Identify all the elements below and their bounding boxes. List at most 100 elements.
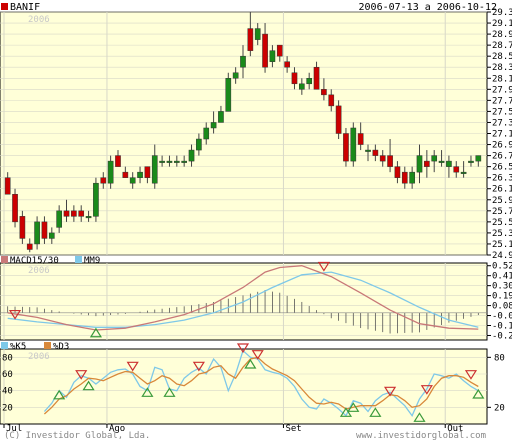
y-tick-label: 25.5 <box>492 218 512 228</box>
candle-down <box>343 134 348 162</box>
candle-up <box>182 161 187 163</box>
candle-up <box>167 161 172 163</box>
candle-down <box>454 167 459 173</box>
price-watermark: 2006 <box>28 15 50 25</box>
y-tick-label: 25.9 <box>492 196 512 206</box>
y-tick-label: 0.41 <box>492 272 512 282</box>
y-tick-label: 0.08 <box>492 302 512 312</box>
d3-legend-swatch <box>44 342 51 349</box>
candle-up <box>432 156 437 162</box>
candle-up <box>410 172 415 183</box>
candle-down <box>123 172 128 178</box>
candle-up <box>351 128 356 161</box>
candle-down <box>292 73 297 84</box>
candle-down <box>262 34 267 67</box>
y-tick-label: 27.7 <box>492 96 512 106</box>
y-tick-label: 25.3 <box>492 229 512 239</box>
candle-down <box>115 156 120 167</box>
d3-legend-label: %D3 <box>53 342 69 352</box>
y-tick-label: 20 <box>494 403 505 413</box>
candle-down <box>329 95 334 106</box>
y-tick-label: 25.7 <box>492 207 512 217</box>
candle-up <box>476 156 481 162</box>
candle-down <box>358 134 363 145</box>
y-tick-label: 26.3 <box>492 174 512 184</box>
website-text: www.investidorglobal.com <box>356 431 486 440</box>
candle-up <box>255 29 260 40</box>
candle-up <box>233 73 238 79</box>
candle-up <box>439 161 444 163</box>
y-tick-label: 29.3 <box>492 8 512 18</box>
y-tick-label: 26.7 <box>492 152 512 162</box>
y-tick-label: 80 <box>2 353 13 363</box>
y-tick-label: 28.5 <box>492 52 512 62</box>
candle-up <box>189 150 194 161</box>
y-tick-label: 27.5 <box>492 107 512 117</box>
candle-down <box>145 167 150 178</box>
candle-up <box>461 172 466 174</box>
candle-up <box>307 78 312 84</box>
y-tick-label: 0.19 <box>492 292 512 302</box>
candle-up <box>365 150 370 152</box>
candle-up <box>270 51 275 62</box>
macd-watermark: 2006 <box>28 266 50 276</box>
y-tick-label: 26.9 <box>492 141 512 151</box>
candle-down <box>380 156 385 162</box>
candle-up <box>93 183 98 216</box>
candle-up <box>446 161 451 167</box>
candle-down <box>64 211 69 217</box>
copyright-text: (C) Investidor Global, Lda. <box>4 431 150 440</box>
candle-down <box>248 29 253 51</box>
candle-down <box>424 161 429 167</box>
candle-up <box>417 156 422 173</box>
candle-down <box>101 178 106 184</box>
y-tick-label: -0.03 <box>492 312 512 322</box>
mm9-legend-swatch <box>75 256 82 263</box>
y-tick-label: 25.1 <box>492 240 512 250</box>
y-tick-label: 27.3 <box>492 118 512 128</box>
candle-up <box>137 172 142 178</box>
y-tick-label: 24.9 <box>492 251 512 261</box>
y-tick-label: 26.1 <box>492 185 512 195</box>
y-tick-label: 28.3 <box>492 63 512 73</box>
candle-down <box>42 222 47 239</box>
candle-up <box>218 111 223 122</box>
candle-down <box>277 45 282 56</box>
y-tick-label: 28.1 <box>492 74 512 84</box>
candle-up <box>240 56 245 67</box>
candle-up <box>211 122 216 128</box>
macd-legend-label: MACD15/30 <box>10 256 59 266</box>
price-panel: 2006 24.925.125.325.525.725.926.126.326.… <box>0 8 512 261</box>
y-tick-label: 27.1 <box>492 130 512 140</box>
y-tick-label: -0.14 <box>492 322 512 332</box>
candle-up <box>204 128 209 139</box>
candle-down <box>20 216 25 238</box>
y-tick-label: 28.7 <box>492 41 512 51</box>
x-tick-label: Set <box>285 424 301 434</box>
y-tick-label: 60 <box>2 370 13 380</box>
macd-panel: MACD15/30 MM9 2006 0.520.410.300.190.08-… <box>0 256 512 341</box>
candle-down <box>388 156 393 167</box>
mm9-legend-label: MM9 <box>84 256 100 266</box>
k5-legend-label: %K5 <box>10 342 26 352</box>
y-tick-label: 29.1 <box>492 19 512 29</box>
candle-down <box>395 167 400 178</box>
candle-up <box>174 161 179 163</box>
price-y-axis: 24.925.125.325.525.725.926.126.326.526.7… <box>487 8 512 261</box>
candle-up <box>57 211 62 228</box>
candle-down <box>314 67 319 89</box>
candle-up <box>196 139 201 150</box>
y-tick-label: 0.52 <box>492 262 512 272</box>
y-tick-label: 26.5 <box>492 163 512 173</box>
y-tick-label: -0.25 <box>492 331 512 341</box>
candle-down <box>336 106 341 134</box>
candle-down <box>285 62 290 68</box>
y-tick-label: 20 <box>2 403 13 413</box>
symbol-label: BANIF <box>10 2 40 13</box>
candle-up <box>468 161 473 163</box>
stochastic-panel: %K5 %D3 2006 80 80604020 20 <box>0 342 505 424</box>
y-tick-label: 80 <box>494 353 505 363</box>
candle-up <box>160 161 165 163</box>
candle-down <box>402 172 407 183</box>
